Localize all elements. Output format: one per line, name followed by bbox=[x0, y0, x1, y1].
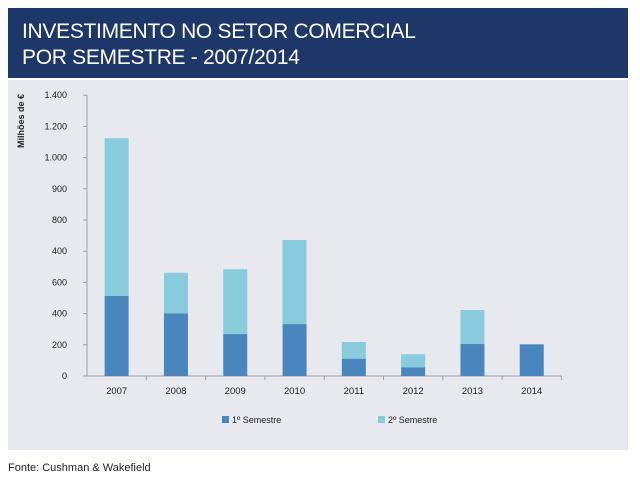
bar-2007-2-Semestre bbox=[104, 138, 129, 296]
bar-2008-1-Semestre bbox=[163, 313, 188, 376]
bar-2011-2-Semestre bbox=[341, 341, 366, 359]
y-tick-label: 1.000 bbox=[44, 153, 67, 163]
y-tick-label: 400 bbox=[52, 246, 67, 256]
bar-2009-2-Semestre bbox=[223, 269, 248, 335]
title-line-1: INVESTIMENTO NO SETOR COMERCIAL bbox=[22, 20, 416, 43]
bar-chart: 0 200 400 600 400 800 900 1.000 1.200 1.400 Milhõe… bbox=[16, 90, 562, 425]
chart-header: INVESTIMENTO NO SETOR COMERCIAL POR SEME… bbox=[8, 8, 628, 78]
bar-2013-1-Semestre bbox=[460, 344, 485, 376]
x-tick-label: 2010 bbox=[284, 386, 305, 397]
x-tick-label: 2014 bbox=[521, 386, 542, 397]
y-tick-label: 1.400 bbox=[44, 90, 67, 100]
bar-2012-1-Semestre bbox=[401, 367, 426, 376]
y-tick-label: 800 bbox=[52, 215, 67, 225]
x-tick-label: 2013 bbox=[462, 386, 483, 397]
legend-swatch bbox=[378, 416, 385, 423]
x-tick-label: 2009 bbox=[225, 386, 246, 397]
legend-label: 1º Semestre bbox=[232, 415, 281, 425]
y-tick-label: 200 bbox=[52, 340, 67, 350]
y-axis-label: Milhões de € bbox=[16, 94, 26, 148]
x-tick-label: 2011 bbox=[344, 386, 364, 397]
title-line-2: POR SEMESTRE - 2007/2014 bbox=[22, 46, 300, 69]
bar-2010-2-Semestre bbox=[282, 239, 307, 325]
x-tick-label: 2012 bbox=[403, 386, 424, 397]
y-tick-label: 1.200 bbox=[44, 121, 67, 131]
bar-2012-2-Semestre bbox=[401, 354, 426, 368]
bar-2010-1-Semestre bbox=[282, 324, 307, 376]
chart-panel: 0 200 400 600 400 800 900 1.000 1.200 1.400 Milhõe… bbox=[8, 80, 628, 450]
legend-label: 2º Semestre bbox=[388, 415, 437, 425]
bar-2008-2-Semestre bbox=[163, 272, 188, 314]
y-tick-label: 400 bbox=[52, 309, 67, 319]
source-note: Fonte: Cushman & Wakefield bbox=[8, 462, 151, 474]
x-tick-label: 2008 bbox=[165, 386, 186, 397]
legend-swatch bbox=[222, 416, 229, 423]
bar-2009-1-Semestre bbox=[223, 334, 248, 376]
bar-2011-1-Semestre bbox=[341, 358, 366, 376]
bar-2013-2-Semestre bbox=[460, 310, 485, 345]
bar-2007-1-Semestre bbox=[104, 295, 129, 376]
y-tick-label: 0 bbox=[62, 371, 67, 381]
y-tick-label: 600 bbox=[52, 277, 67, 287]
x-tick-label: 2007 bbox=[106, 386, 127, 397]
y-tick-label: 900 bbox=[52, 184, 67, 194]
bar-2014-1-Semestre bbox=[519, 344, 544, 376]
